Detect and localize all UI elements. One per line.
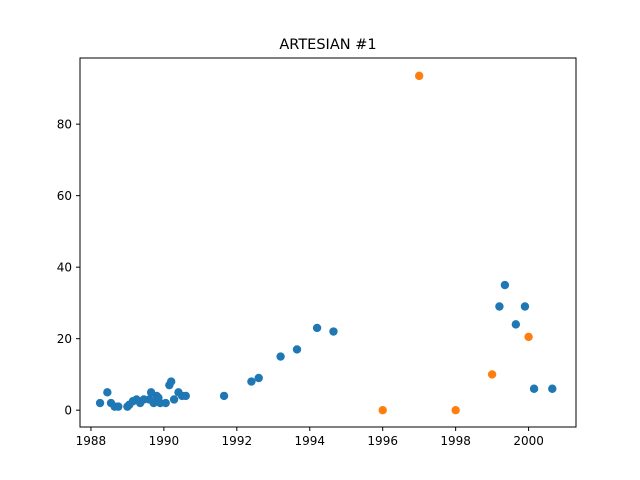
x-tick-label-1: 1990 xyxy=(149,434,180,448)
data-point-series-2-3 xyxy=(487,370,497,379)
data-point-series-1-17 xyxy=(161,398,170,408)
data-point-series-1-23 xyxy=(181,391,190,401)
data-point-series-1-1 xyxy=(103,388,112,397)
data-point-series-1-26 xyxy=(254,373,263,383)
plot-area xyxy=(95,71,557,415)
data-point-series-1-19 xyxy=(166,377,176,386)
data-point-series-1-0 xyxy=(95,398,105,408)
x-tick-label-0: 1988 xyxy=(76,434,107,448)
data-point-series-2-0 xyxy=(378,405,387,415)
y-tick-label-4: 80 xyxy=(57,118,72,132)
data-point-series-1-4 xyxy=(114,402,123,411)
data-point-series-1-20 xyxy=(169,395,179,404)
chart-title: ARTESIAN #1 xyxy=(279,37,376,53)
data-point-series-1-33 xyxy=(511,320,521,329)
data-point-series-1-30 xyxy=(329,327,338,336)
data-point-series-2-1 xyxy=(414,71,424,81)
y-tick-label-2: 40 xyxy=(57,261,72,275)
data-point-series-2-2 xyxy=(451,405,460,415)
x-tick-label-4: 1996 xyxy=(367,434,398,448)
x-tick-label-2: 1992 xyxy=(222,434,253,448)
axes: 1988 1990 1992 1994 1996 1998 2000 0 20 40 60 80 xyxy=(57,118,544,448)
axes-frame xyxy=(79,57,577,428)
x-tick-label-3: 1994 xyxy=(294,434,325,448)
data-point-series-1-29 xyxy=(312,323,322,333)
y-tick-label-3: 60 xyxy=(57,189,72,203)
data-point-series-1-36 xyxy=(548,384,557,393)
y-tick-label-1: 20 xyxy=(57,332,72,346)
data-point-series-1-35 xyxy=(529,384,539,393)
data-point-series-1-25 xyxy=(247,377,256,386)
data-point-series-1-27 xyxy=(276,352,285,361)
y-tick-label-0: 0 xyxy=(64,404,72,418)
data-point-series-2-4 xyxy=(524,332,533,342)
data-point-series-1-31 xyxy=(495,302,504,311)
x-tick-label-6: 2000 xyxy=(513,434,544,448)
data-point-series-1-28 xyxy=(292,345,302,354)
data-point-series-1-34 xyxy=(520,302,530,311)
data-point-series-1-32 xyxy=(500,280,510,290)
x-tick-label-5: 1998 xyxy=(440,434,471,448)
data-point-series-1-24 xyxy=(219,391,229,401)
